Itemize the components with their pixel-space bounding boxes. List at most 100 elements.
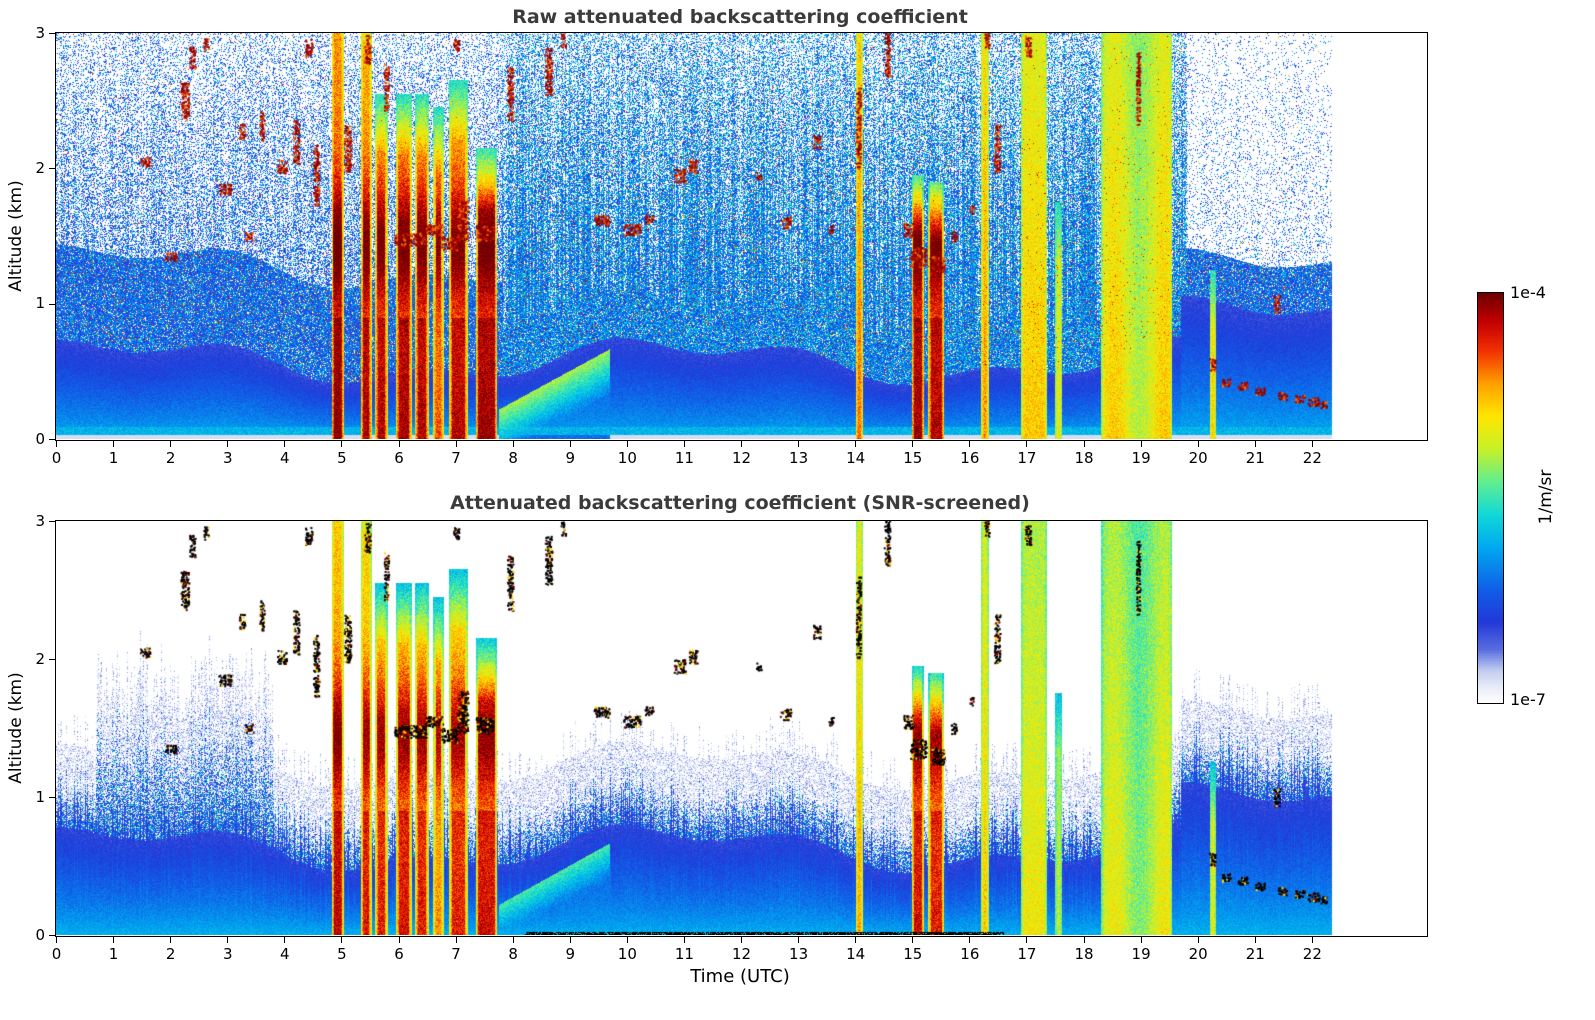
colorbar-units-label: 1/m/sr [1536, 469, 1556, 525]
x-tick-mark [798, 937, 800, 943]
x-tick-mark [113, 937, 115, 943]
x-tick-mark [683, 937, 685, 943]
x-tick-label: 7 [451, 945, 461, 963]
x-tick-mark [1197, 441, 1199, 447]
x-tick-mark [1026, 937, 1028, 943]
x-tick-label: 22 [1302, 945, 1322, 963]
x-tick-label: 12 [731, 945, 752, 963]
x-tick-mark [1254, 937, 1256, 943]
raw-y-axis: 0 1 2 3 [21, 24, 55, 448]
x-tick-label: 8 [508, 449, 518, 467]
x-tick-label: 18 [1074, 449, 1094, 467]
x-tick-label: 1 [108, 945, 119, 963]
x-tick-mark [798, 441, 800, 447]
x-tick-mark [741, 441, 742, 447]
y-tick-mark [49, 659, 55, 660]
x-tick-label: 6 [394, 449, 404, 467]
x-tick-label: 17 [1017, 449, 1037, 467]
x-tick-mark [56, 441, 57, 447]
x-tick-mark [1254, 441, 1256, 447]
x-tick-mark [569, 441, 571, 447]
y-tick-label: 0 [35, 429, 45, 448]
x-tick-mark [969, 441, 971, 447]
screened-x-axis: 0 1 2 3 4 5 6 7 8 9 10 11 12 13 14 15 16 17 18 19 20 21 22 [52, 937, 1427, 967]
x-tick-label: 16 [960, 449, 980, 467]
colorbar [1477, 292, 1504, 704]
x-tick-mark [341, 937, 343, 943]
x-tick-mark [1083, 441, 1085, 447]
x-tick-label: 1 [108, 449, 119, 467]
colorbar-min-label: 1e-7 [1510, 690, 1546, 709]
x-tick-mark [855, 937, 857, 943]
x-tick-mark [170, 441, 172, 447]
x-tick-mark [683, 441, 685, 447]
x-axis-title: Time (UTC) [690, 966, 790, 987]
x-tick-label: 3 [222, 449, 233, 467]
x-tick-mark [855, 441, 857, 447]
x-tick-label: 11 [674, 449, 694, 467]
y-tick-label: 2 [35, 158, 45, 177]
x-tick-mark [1083, 937, 1085, 943]
x-tick-mark [1197, 937, 1199, 943]
x-tick-label: 21 [1245, 449, 1265, 467]
y-tick-label: 1 [35, 294, 45, 313]
x-tick-label: 21 [1245, 945, 1265, 963]
raw-heatmap-canvas [56, 33, 1426, 439]
x-tick-mark [284, 937, 286, 943]
x-tick-mark [56, 937, 57, 943]
screened-y-axis: 0 1 2 3 [21, 512, 55, 944]
x-tick-mark [626, 441, 628, 447]
x-tick-mark [1026, 441, 1028, 447]
y-tick-label: 1 [35, 787, 45, 806]
x-tick-label: 10 [617, 449, 637, 467]
screened-heatmap-plot [55, 520, 1428, 937]
x-tick-mark [455, 441, 457, 447]
x-tick-label: 15 [903, 449, 923, 467]
x-tick-label: 16 [960, 945, 980, 963]
x-tick-mark [227, 441, 229, 447]
y-tick-label: 3 [35, 511, 45, 530]
y-tick-label: 3 [35, 23, 45, 42]
x-tick-label: 5 [337, 449, 347, 467]
screened-heatmap-canvas [56, 521, 1426, 935]
y-tick-label: 0 [35, 925, 45, 944]
y-tick-mark [49, 33, 55, 34]
x-tick-label: 9 [565, 449, 576, 467]
x-tick-mark [227, 937, 229, 943]
x-tick-mark [284, 441, 286, 447]
x-tick-label: 12 [731, 449, 752, 467]
x-tick-mark [1311, 441, 1313, 447]
x-tick-label: 13 [789, 449, 809, 467]
x-tick-mark [969, 937, 971, 943]
x-tick-label: 20 [1188, 449, 1208, 467]
x-tick-label: 15 [903, 945, 923, 963]
x-tick-label: 20 [1188, 945, 1208, 963]
x-tick-label: 19 [1131, 945, 1151, 963]
x-tick-label: 4 [280, 945, 290, 963]
colorbar-max-label: 1e-4 [1510, 283, 1546, 302]
x-tick-mark [512, 937, 514, 943]
screened-panel-title: Attenuated backscattering coefficient (S… [450, 492, 1030, 514]
y-tick-mark [49, 439, 55, 440]
x-tick-label: 0 [51, 945, 62, 963]
y-tick-mark [49, 168, 55, 170]
y-tick-label: 2 [35, 649, 45, 668]
x-tick-mark [569, 937, 571, 943]
x-tick-mark [1311, 937, 1313, 943]
x-tick-mark [626, 937, 628, 943]
x-tick-label: 0 [51, 449, 62, 467]
x-tick-label: 22 [1302, 449, 1322, 467]
x-tick-label: 7 [451, 449, 461, 467]
x-tick-label: 4 [280, 449, 290, 467]
x-tick-mark [455, 937, 457, 943]
x-tick-label: 10 [617, 945, 637, 963]
y-tick-mark [49, 935, 55, 936]
x-tick-label: 19 [1131, 449, 1151, 467]
x-tick-label: 6 [394, 945, 404, 963]
x-tick-mark [113, 441, 115, 447]
y-tick-mark [49, 521, 55, 522]
y-tick-mark [49, 303, 55, 305]
x-tick-mark [912, 937, 914, 943]
x-tick-label: 2 [165, 449, 176, 467]
